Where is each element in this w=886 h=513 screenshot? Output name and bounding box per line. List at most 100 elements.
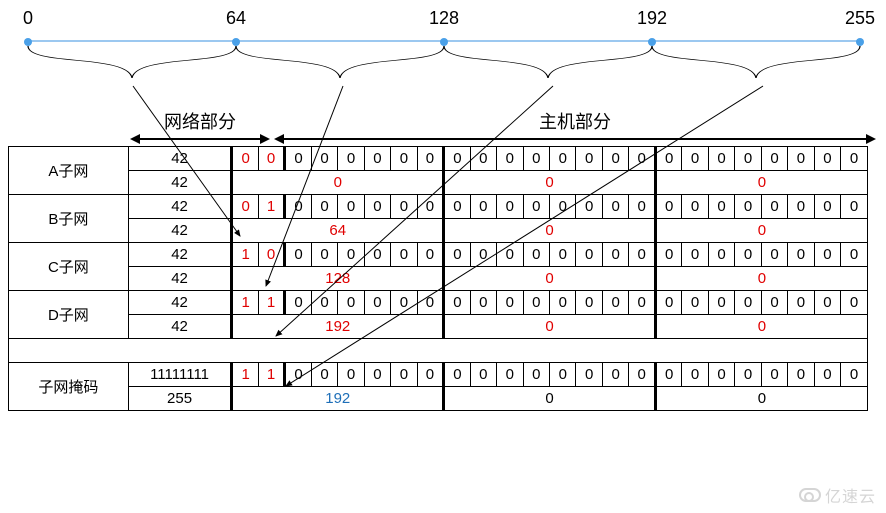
decimal-cell: 42	[128, 171, 232, 195]
host-bit: 0	[814, 291, 840, 315]
host-bit: 0	[523, 243, 549, 267]
host-bit: 0	[629, 195, 655, 219]
decimal-cell: 0	[232, 171, 444, 195]
host-bit: 0	[417, 195, 443, 219]
host-bit: 0	[444, 363, 470, 387]
host-bit: 0	[285, 195, 311, 219]
host-bit: 0	[814, 243, 840, 267]
decimal-cell: 0	[444, 219, 656, 243]
host-bit: 0	[761, 195, 787, 219]
host-bit: 0	[576, 291, 602, 315]
host-bit: 0	[497, 291, 523, 315]
host-bit: 0	[761, 147, 787, 171]
decimal-cell: 192	[232, 315, 444, 339]
subnet-bit: 0	[258, 147, 284, 171]
host-bit: 0	[655, 291, 681, 315]
subnet-label: B子网	[9, 195, 129, 243]
first-octet-cell: 42	[128, 291, 232, 315]
host-bit: 0	[708, 243, 734, 267]
host-bit: 0	[391, 195, 417, 219]
host-bit: 0	[761, 363, 787, 387]
decimal-cell: 0	[655, 267, 867, 291]
host-bit: 0	[708, 363, 734, 387]
host-bit: 0	[444, 291, 470, 315]
decimal-cell: 64	[232, 219, 444, 243]
host-bit: 0	[311, 195, 337, 219]
host-bit: 0	[788, 243, 814, 267]
host-bit: 0	[338, 195, 364, 219]
subnet-table: A子网4200000000000000000000000042000B子网420…	[8, 146, 868, 411]
tick-255: 255	[845, 8, 875, 29]
host-bit: 0	[523, 291, 549, 315]
header-network-label: 网络部分	[164, 112, 236, 132]
host-bit: 0	[814, 363, 840, 387]
tick-64: 64	[226, 8, 246, 29]
host-bit: 0	[682, 363, 708, 387]
host-bit: 0	[523, 195, 549, 219]
host-bit: 0	[814, 195, 840, 219]
dot-0	[24, 38, 32, 46]
host-bit: 0	[841, 195, 868, 219]
dot-128	[440, 38, 448, 46]
host-bit: 0	[338, 291, 364, 315]
host-bit: 0	[708, 291, 734, 315]
host-bit: 0	[444, 243, 470, 267]
mask-label: 子网掩码	[9, 363, 129, 411]
first-octet-cell: 42	[128, 195, 232, 219]
header-host-label: 主机部分	[539, 112, 611, 132]
host-bit: 0	[602, 195, 628, 219]
host-bit: 0	[682, 195, 708, 219]
host-bit: 0	[550, 147, 576, 171]
host-bit: 0	[417, 291, 443, 315]
decimal-cell: 0	[655, 315, 867, 339]
decimal-cell: 0	[655, 387, 867, 411]
decimal-cell: 0	[444, 387, 656, 411]
decimal-cell: 128	[232, 267, 444, 291]
host-bit: 0	[444, 195, 470, 219]
host-bit: 0	[788, 291, 814, 315]
host-bit: 0	[655, 243, 681, 267]
host-bit: 0	[576, 363, 602, 387]
host-bit: 0	[708, 195, 734, 219]
host-bit: 0	[497, 363, 523, 387]
host-bit: 0	[470, 147, 496, 171]
host-bit: 0	[391, 243, 417, 267]
header-host: 主机部分	[272, 108, 878, 134]
subnet-bit: 1	[258, 291, 284, 315]
host-bit: 0	[629, 147, 655, 171]
host-bit: 0	[602, 291, 628, 315]
host-bit: 0	[550, 363, 576, 387]
host-bit: 0	[338, 147, 364, 171]
host-bit: 0	[311, 363, 337, 387]
host-bit: 0	[338, 363, 364, 387]
host-bit: 0	[788, 363, 814, 387]
host-bit: 0	[550, 243, 576, 267]
host-bit: 0	[285, 243, 311, 267]
subnet-label: C子网	[9, 243, 129, 291]
host-bit: 0	[497, 195, 523, 219]
brace-icons	[28, 46, 860, 86]
host-bit: 0	[391, 147, 417, 171]
host-bit: 0	[814, 147, 840, 171]
decimal-cell: 0	[444, 315, 656, 339]
host-bit: 0	[311, 291, 337, 315]
host-bit: 0	[364, 195, 390, 219]
number-line: 0 64 128 192 255	[28, 8, 860, 108]
decimal-cell: 192	[232, 387, 444, 411]
host-bit: 0	[364, 243, 390, 267]
host-bit: 0	[497, 147, 523, 171]
host-bit: 0	[470, 363, 496, 387]
host-bit: 0	[576, 243, 602, 267]
subnet-label: D子网	[9, 291, 129, 339]
decimal-cell: 0	[655, 219, 867, 243]
host-bit: 0	[735, 195, 761, 219]
host-bit: 0	[841, 363, 868, 387]
tick-128: 128	[429, 8, 459, 29]
host-bit: 0	[655, 195, 681, 219]
diagram-root: 0 64 128 192 255 网络部分	[8, 8, 878, 411]
host-bit: 0	[629, 363, 655, 387]
host-bit: 0	[735, 147, 761, 171]
host-bit: 0	[629, 243, 655, 267]
host-bit: 0	[629, 291, 655, 315]
host-bit: 0	[311, 243, 337, 267]
